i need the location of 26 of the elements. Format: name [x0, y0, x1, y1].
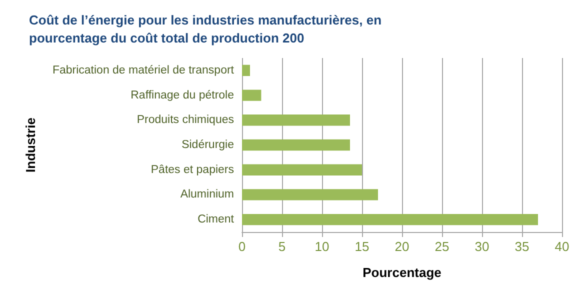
x-tick-label: 10: [314, 239, 330, 254]
bar: [242, 189, 378, 200]
x-tick-label: 5: [278, 239, 286, 254]
y-tick-label: Ciment: [198, 214, 235, 226]
y-tick-label: Pâtes et papiers: [150, 164, 234, 176]
y-tick-label: Produits chimiques: [136, 114, 234, 126]
bar: [242, 114, 350, 126]
bar: [242, 90, 262, 101]
x-tick-label: 25: [434, 239, 450, 254]
y-axis-title: Industrie: [23, 118, 38, 172]
x-tick-label: 35: [514, 239, 530, 254]
x-tick-label: 15: [354, 239, 370, 254]
bar: [242, 164, 362, 176]
y-tick-label: Sidérurgie: [182, 139, 234, 151]
y-tick-label: Aluminium: [180, 188, 234, 201]
x-axis-title: Pourcentage: [362, 265, 442, 280]
x-tick-label: 40: [554, 239, 570, 254]
bar: [242, 64, 250, 76]
x-tick-label: 30: [474, 239, 490, 254]
y-tick-label: Raffinage du pétrole: [130, 89, 234, 102]
bar: [242, 139, 350, 151]
y-tick-label: Fabrication de matériel de transport: [52, 64, 235, 76]
x-tick-label: 0: [238, 239, 246, 254]
bar: [242, 214, 538, 226]
chart-title: Coût de l’énergie pour les industries manufacturières, en pourcentage du coût total de production 200: [29, 12, 386, 46]
x-tick-label: 20: [394, 239, 410, 254]
